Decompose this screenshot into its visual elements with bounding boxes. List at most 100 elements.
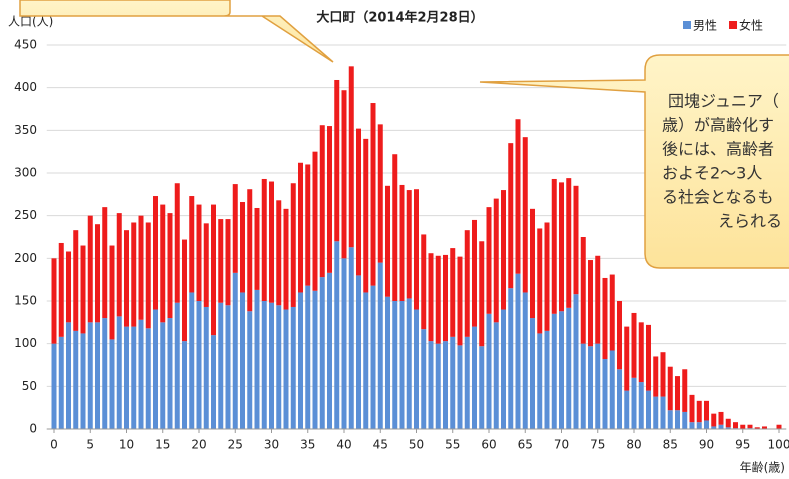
bar-segment (602, 359, 608, 429)
bar-segment (254, 289, 260, 429)
y-tick-label: 250 (14, 208, 37, 222)
y-tick-label: 150 (14, 294, 37, 308)
bar-segment (196, 301, 202, 429)
bar-segment (305, 164, 311, 286)
y-tick-label: 200 (14, 251, 37, 265)
bar-segment (211, 204, 216, 336)
bar-segment (66, 322, 71, 429)
bar-segment (457, 256, 463, 346)
bar-segment (566, 307, 572, 429)
bar-segment (689, 422, 695, 429)
bar-segment (551, 313, 557, 429)
bar-segment (80, 333, 86, 429)
bar-segment (116, 213, 122, 317)
bar-segment (385, 185, 390, 297)
bar-segment (508, 143, 514, 289)
bar-segment (682, 369, 688, 412)
bar-segment (102, 207, 108, 319)
bar-segment (443, 341, 448, 429)
bar-segment (247, 311, 253, 429)
annotation-line: 後には、高齢者 (662, 140, 774, 159)
bar-segment (754, 427, 760, 429)
bar-segment (406, 298, 412, 429)
bar-segment (95, 322, 100, 429)
x-tick-label: 60 (481, 438, 496, 452)
bar-segment (421, 234, 427, 330)
legend-label: 女性 (739, 18, 763, 33)
x-tick-label: 95 (735, 438, 750, 452)
bar-segment (638, 382, 644, 429)
bar-segment (602, 277, 608, 360)
bar-segment (377, 124, 383, 263)
bar-segment (682, 411, 688, 429)
bar-segment (624, 326, 630, 391)
bar-segment (203, 223, 209, 307)
bar-segment (501, 190, 506, 310)
bar-segment (435, 343, 441, 429)
bar-segment (443, 254, 448, 342)
x-tick-label: 75 (590, 438, 605, 452)
y-tick-label: 300 (14, 166, 37, 180)
x-axis-label: 年齢(歳) (740, 460, 785, 475)
bar-segment (196, 204, 202, 301)
bar-segment (269, 302, 274, 429)
bar-segment (617, 301, 622, 370)
bar-segment (486, 313, 492, 429)
bar-segment (537, 228, 543, 334)
bar-segment (211, 335, 216, 429)
bar-segment (428, 341, 434, 429)
y-tick-label: 100 (14, 336, 37, 350)
bar-segment (711, 413, 717, 427)
bar-segment (73, 230, 79, 331)
bar-segment (733, 422, 738, 429)
annotation-line: およそ2～3人 (662, 164, 762, 183)
bar-segment (675, 410, 680, 429)
bar-segment (261, 178, 267, 301)
bar-segment (479, 346, 485, 429)
bar-segment (660, 352, 666, 397)
bar-segment (312, 151, 318, 291)
bar-segment (138, 319, 144, 429)
bar-segment (131, 222, 137, 327)
bar-segment (189, 292, 195, 429)
bar-segment (435, 255, 441, 344)
bar-segment (225, 305, 231, 429)
x-tick-label: 20 (191, 438, 206, 452)
bar-segment (356, 128, 361, 276)
bar-segment (559, 311, 564, 429)
bar-segment (363, 138, 369, 293)
bar-segment (522, 292, 528, 429)
bar-segment (609, 274, 615, 351)
bar-segment (544, 330, 550, 429)
bar-segment (348, 247, 354, 429)
bar-segment (653, 396, 659, 429)
bar-segment (646, 390, 651, 429)
bar-segment (66, 251, 71, 323)
bar-segment (145, 328, 151, 429)
legend-swatch (683, 21, 691, 29)
y-tick-label: 450 (14, 38, 37, 52)
bar-segment (160, 204, 166, 323)
bar-segment (167, 213, 173, 319)
bar-segment (711, 426, 717, 429)
bar-segment (638, 322, 644, 383)
bar-segment (725, 427, 731, 429)
bar-segment (653, 356, 659, 397)
bar-segment (689, 394, 695, 423)
bar-segment (174, 302, 180, 429)
bar-segment (370, 103, 376, 286)
bar-segment (283, 208, 289, 310)
x-tick-label: 100 (768, 438, 789, 452)
bar-segment (327, 126, 332, 273)
bar-segment (312, 290, 318, 429)
bar-segment (392, 301, 398, 429)
bar-segment (493, 322, 499, 429)
bar-segment (667, 366, 673, 411)
bar-segment (696, 422, 702, 429)
bar-segment (160, 322, 166, 429)
bar-segment (124, 230, 129, 327)
bar-segment (247, 189, 253, 312)
annotation-line: 団塊ジュニア（ (668, 92, 779, 111)
bar-segment (319, 277, 325, 429)
bar-segment (356, 275, 361, 429)
